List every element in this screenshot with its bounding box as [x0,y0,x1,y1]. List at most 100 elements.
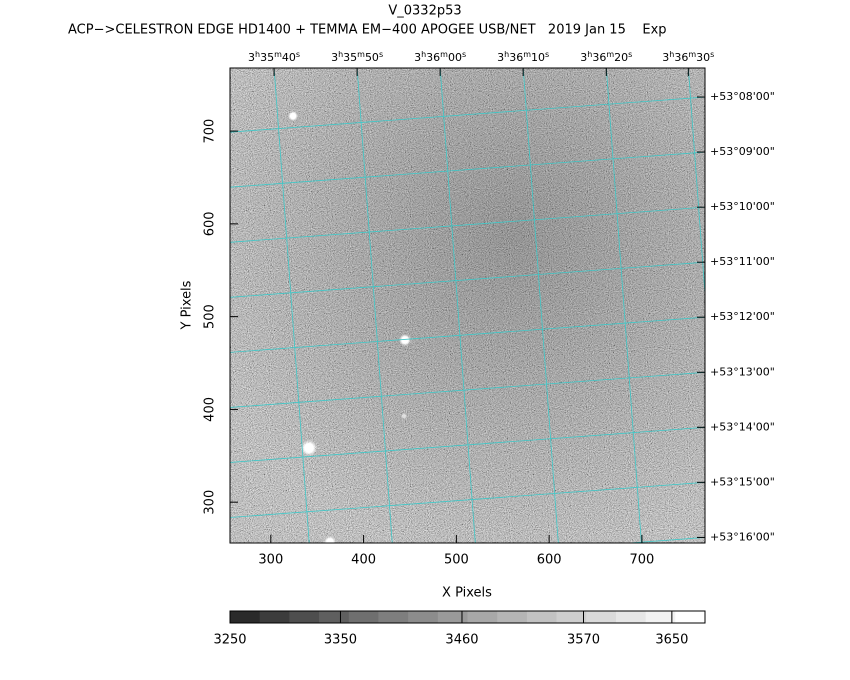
tick-label-number: 50 [365,51,379,64]
colorbar-segment [497,611,528,623]
colorbar-segment [230,611,261,623]
star [399,334,411,346]
colorbar-segment [675,611,706,623]
grid-line [605,68,642,543]
colorbar-segment [408,611,439,623]
tick-label-number: 35 [343,51,357,64]
colorbar-tick-label: 3570 [567,633,600,648]
y-tick-label: 700 [203,119,218,144]
y2-tick-label: +53°08'00" [710,90,775,103]
tick-label-unit: m [274,50,282,59]
y2-tick-label: +53°10'00" [710,200,775,213]
tick-label-number: 3 [662,51,669,64]
grid-line [687,68,705,300]
colorbar-tick-label: 3650 [655,633,688,648]
star [401,413,407,419]
grid-line [439,68,476,543]
y2-tick-label: +53°11'00" [710,255,775,268]
tick-label-unit: m [440,50,448,59]
tick-label-unit: m [523,50,531,59]
x2-tick-label: 3h36m20s [580,50,632,65]
grid-line [230,96,705,133]
colorbar-segment [259,611,290,623]
grid-line [230,206,705,243]
y2-tick-label: +53°16'00" [710,530,775,543]
colorbar-segment [437,611,468,623]
x-tick-label: 400 [351,553,376,568]
tick-label-unit: m [606,50,614,59]
y2-tick-label: +53°12'00" [710,310,775,323]
colorbar-segment [615,611,647,623]
grid-line [273,68,310,543]
tick-label-unit: h [421,50,426,59]
colorbar-segment [319,611,350,623]
image-shading [230,68,705,543]
y-axis-label: Y Pixels [180,280,195,330]
image [230,68,705,543]
x-tick-label: 300 [258,553,283,568]
x-axis-label: X Pixels [442,586,492,601]
tick-label-unit: m [688,50,696,59]
tick-label-number: 20 [614,51,628,64]
tick-label-number: 3 [414,51,421,64]
grid-line [230,151,705,188]
grid-line [230,261,705,298]
x2-tick-label: 3h35m40s [248,50,300,65]
tick-label-number: 40 [282,51,296,64]
x2-tick-label: 3h36m10s [497,50,549,65]
grid-line [230,371,705,408]
tick-label-unit: h [255,50,260,59]
colorbar-tick-label: 3250 [213,633,246,648]
colorbar-segment [348,611,379,623]
tick-label-number: 10 [531,51,545,64]
tick-label-number: 3 [248,51,255,64]
tick-label-unit: h [669,50,674,59]
colorbar-tick-label: 3460 [445,633,478,648]
colorbar-segment [526,611,558,623]
y-tick-label: 500 [203,304,218,329]
tick-label-unit: s [296,50,300,59]
tick-label-unit: h [587,50,592,59]
tick-label-number: 36 [592,51,606,64]
colorbar-tick-label: 3350 [324,633,357,648]
tick-label-unit: h [504,50,509,59]
plot-frame [229,67,706,544]
tick-label-unit: s [379,50,383,59]
x-tick-label: 700 [630,553,655,568]
x2-tick-label: 3h36m00s [414,50,466,65]
grid-line [230,316,705,353]
tick-label-number: 35 [260,51,274,64]
y-tick-label: 600 [203,211,218,236]
colorbar-segment [467,611,498,623]
tick-label-unit: s [710,50,714,59]
y2-tick-label: +53°13'00" [710,365,775,378]
grid-line [356,68,393,543]
y-tick-label: 400 [203,397,218,422]
tick-label-unit: s [628,50,632,59]
colorbar-segment [586,611,617,623]
tick-label-number: 36 [674,51,688,64]
y2-tick-label: +53°09'00" [710,145,775,158]
x-tick-label: 500 [444,553,469,568]
tick-label-unit: m [357,50,365,59]
colorbar-segment [645,611,676,623]
tick-label-number: 3 [580,51,587,64]
star [301,440,317,456]
grid-line [230,426,705,463]
star [324,536,336,543]
x2-tick-label: 3h36m30s [662,50,714,65]
colorbar-segment [289,611,320,623]
tick-label-number: 30 [696,51,710,64]
y2-tick-label: +53°15'00" [710,475,775,488]
chart-title: V_0332p53 [388,4,461,19]
colorbar-segment [378,611,409,623]
star [288,111,298,121]
tick-label-number: 3 [497,51,504,64]
tick-label-unit: h [338,50,343,59]
y-tick-label: 300 [203,490,218,515]
tick-label-unit: s [545,50,549,59]
tick-label-unit: s [462,50,466,59]
y2-tick-label: +53°14'00" [710,420,775,433]
colorbar-segment [556,611,587,623]
